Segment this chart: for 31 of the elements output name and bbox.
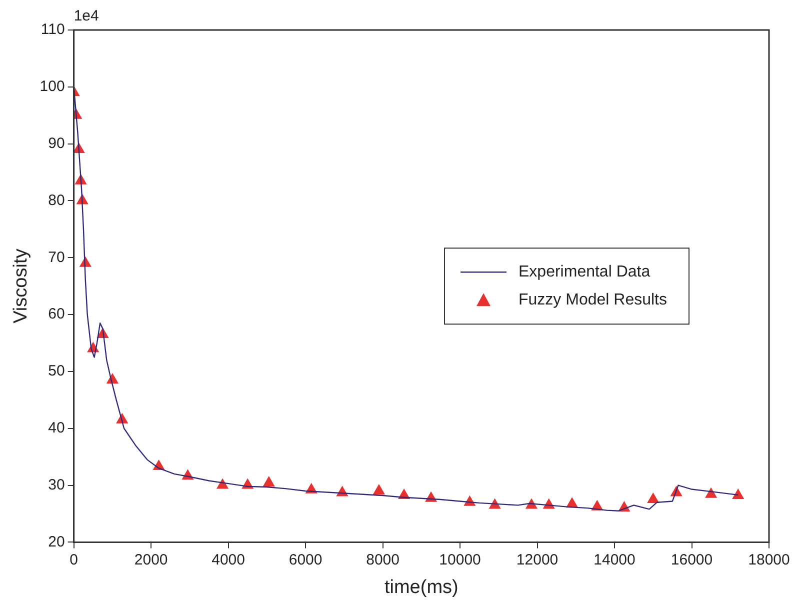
y-tick-label: 20 <box>48 533 65 550</box>
x-tick-label: 0 <box>70 551 78 568</box>
y-tick-label: 50 <box>48 362 65 380</box>
y-tick-label: 40 <box>48 420 65 437</box>
y-tick-label: 30 <box>48 476 65 494</box>
x-tick-label: 12000 <box>516 551 558 568</box>
x-tick-label: 16000 <box>670 551 713 568</box>
x-tick-label: 14000 <box>594 551 636 568</box>
x-axis-title: time(ms) <box>384 576 458 598</box>
point <box>705 487 718 498</box>
point <box>732 488 744 500</box>
y-tick-label: 80 <box>48 192 65 209</box>
x-tick-label: 8000 <box>366 551 400 568</box>
x-tick-label: 10000 <box>439 551 481 568</box>
y-tick-label: 60 <box>48 306 65 323</box>
y-tick-label: 90 <box>48 134 65 152</box>
x-tick-label: 4000 <box>212 551 245 568</box>
x-tick-label: 6000 <box>288 551 322 568</box>
x-tick-label: 18000 <box>748 551 790 568</box>
legend-label: Experimental Data <box>518 264 650 281</box>
x-tick-label: 2000 <box>134 551 168 568</box>
y-tick-label: 110 <box>40 21 65 38</box>
legend-label: Fuzzy Model Results <box>518 292 668 309</box>
y-tick-label: 70 <box>48 248 65 266</box>
point <box>372 484 385 494</box>
point <box>647 492 660 504</box>
point <box>216 478 229 489</box>
text: 1e4 <box>74 8 99 25</box>
y-axis-title: Viscosity <box>10 248 32 324</box>
y-tick-label: 100 <box>40 78 65 96</box>
point <box>262 476 275 487</box>
